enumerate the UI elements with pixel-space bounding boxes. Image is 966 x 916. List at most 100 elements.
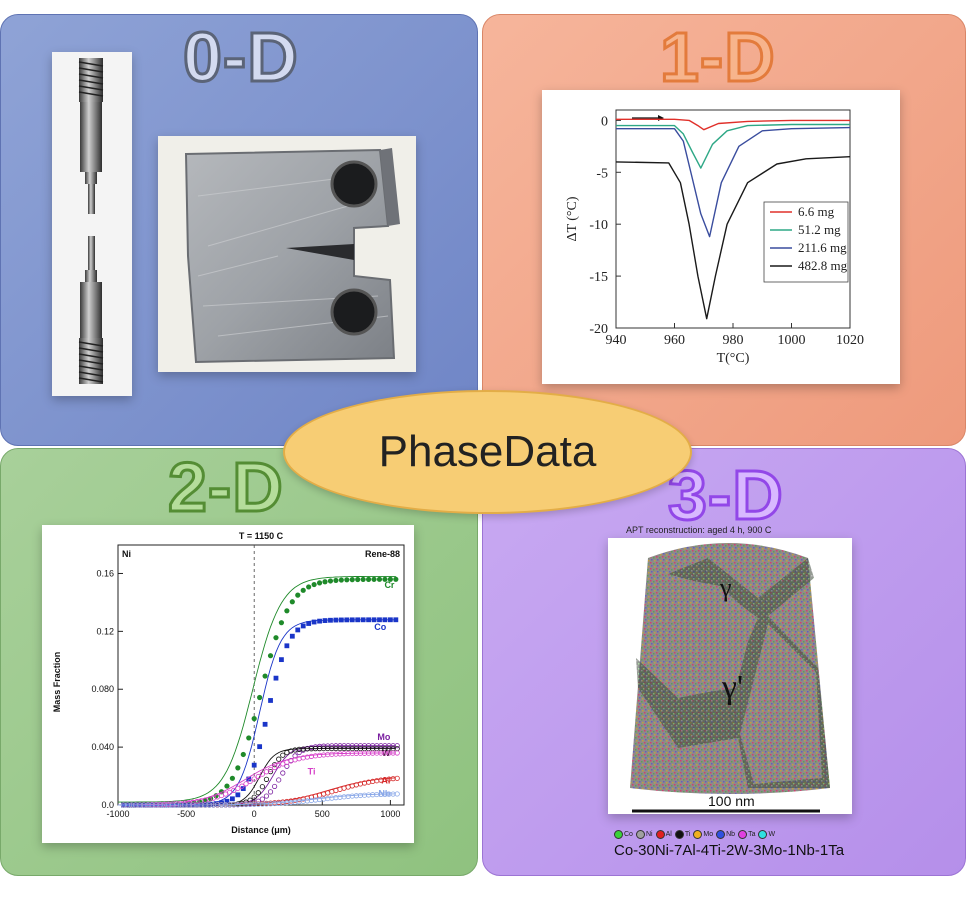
diff-point-ti (272, 764, 278, 771)
diff-series-label-ti: Ti (308, 767, 316, 777)
diff-point-cr (338, 577, 344, 583)
element-label: Nb (726, 831, 736, 838)
element-swatch-icon (693, 830, 703, 839)
diff-series-label-co: Co (374, 622, 386, 632)
diff-point-co (300, 623, 306, 629)
dsc-series-line-2 (616, 126, 851, 238)
element-legend-item: Ta (738, 830, 755, 839)
diff-point-co (268, 698, 273, 703)
diff-y-tick-label: 0.040 (91, 742, 114, 752)
diff-point-ti (227, 789, 233, 795)
element-label: W (768, 831, 776, 838)
diff-point-cr (316, 580, 323, 586)
diff-point-co (360, 617, 366, 623)
diff-point-ti (247, 778, 253, 785)
diff-point-cr (349, 577, 355, 583)
dsc-y-tick-label: 0 (601, 114, 608, 129)
diff-point-cr (251, 716, 257, 722)
diff-point-co (306, 621, 312, 626)
diff-point-cr (246, 735, 252, 741)
diff-point-ti (263, 769, 270, 775)
diff-point-cr (273, 635, 279, 641)
diff-point-co (328, 617, 333, 623)
diff-point-co (257, 744, 263, 750)
diff-point-co (382, 617, 388, 623)
element-label: Ni (645, 831, 653, 838)
diff-point-w (259, 784, 265, 790)
diff-plot-frame (117, 544, 405, 806)
diff-point-co (235, 792, 241, 798)
dsc-series-line-0 (616, 118, 850, 131)
diff-point-cr (365, 576, 372, 582)
diff-point-co (230, 796, 235, 802)
diff-point-cr (376, 576, 383, 582)
diff-point-co (224, 798, 230, 804)
specimen-pins-photo (52, 52, 132, 396)
diff-point-mo (267, 789, 274, 795)
diff-point-co (322, 618, 328, 623)
diff-point-cr (224, 783, 230, 789)
element-legend: Co Ni Al Ti Mo Nb Ta W (614, 830, 775, 839)
diff-point-cr (300, 587, 306, 593)
diff-point-ti (239, 783, 245, 789)
element-swatch-icon (655, 830, 665, 839)
apt-title: APT reconstruction: aged 4 h, 900 C (626, 525, 772, 535)
diff-point-cr (333, 577, 339, 584)
dsc-series-line-3 (615, 156, 851, 320)
diff-x-axis-label: Distance (μm) (231, 825, 291, 835)
diff-point-ti (235, 785, 241, 791)
diff-point-mo (280, 770, 286, 776)
diff-point-co (246, 776, 252, 782)
diff-chart-title: T = 1150 C (239, 531, 284, 541)
alloy-composition: Co-30Ni-7Al-4Ti-2W-3Mo-1Nb-1Ta (614, 842, 845, 859)
diff-point-cr (235, 765, 241, 771)
title-3d: 3-D (667, 456, 785, 534)
diff-y-axis-label: Mass Fraction (52, 652, 62, 713)
diff-point-w (280, 752, 286, 758)
phasedata-center-ellipse: PhaseData (283, 390, 692, 514)
dsc-x-tick-label: 960 (664, 333, 685, 348)
element-swatch-icon (614, 830, 623, 839)
diff-point-cr (240, 751, 246, 758)
diff-point-cr (344, 577, 350, 583)
diff-model-curve-co (118, 619, 396, 806)
diff-point-cr (262, 673, 268, 679)
diff-point-co (371, 617, 377, 623)
diff-point-ti (231, 787, 237, 793)
diff-point-cr (257, 694, 263, 701)
diff-point-w (276, 756, 282, 762)
diff-point-co (213, 801, 219, 807)
dsc-series-line-1 (616, 123, 850, 169)
diff-series-label-nb: Nb (378, 788, 390, 798)
gamma-prime-label: γ' (721, 669, 743, 706)
element-legend-item: Al (655, 830, 672, 839)
diff-point-ti (394, 750, 400, 756)
diff-series-label-al: Al (381, 775, 390, 785)
diff-point-co (284, 643, 290, 649)
diff-point-cr (393, 576, 399, 582)
diff-point-mo (263, 793, 270, 799)
element-label: Ta (748, 831, 756, 838)
element-legend-item: Co (614, 830, 633, 839)
diff-point-co (355, 617, 361, 623)
diff-y-tick-label: 0.080 (91, 684, 114, 694)
element-swatch-icon (758, 830, 768, 839)
diff-point-cr (229, 775, 235, 781)
dsc-legend-label-2: 211.6 mg (798, 240, 847, 255)
diff-x-tick-label: 500 (315, 809, 330, 819)
diff-point-cr (382, 576, 388, 582)
diff-point-ti (308, 753, 314, 759)
diff-point-nb (394, 791, 400, 797)
diff-point-co (295, 627, 301, 633)
diff-model-curve-ti (117, 752, 396, 806)
title-0d: 0-D (182, 18, 300, 96)
element-label: Co (624, 831, 633, 838)
diff-point-w (263, 776, 270, 782)
diff-point-co (387, 617, 393, 623)
diff-point-ti (259, 771, 265, 777)
diff-point-co (208, 801, 214, 807)
diff-point-mo (259, 796, 265, 802)
diff-point-co (273, 675, 279, 681)
diff-point-ti (243, 781, 249, 787)
diff-point-cr (306, 584, 312, 590)
